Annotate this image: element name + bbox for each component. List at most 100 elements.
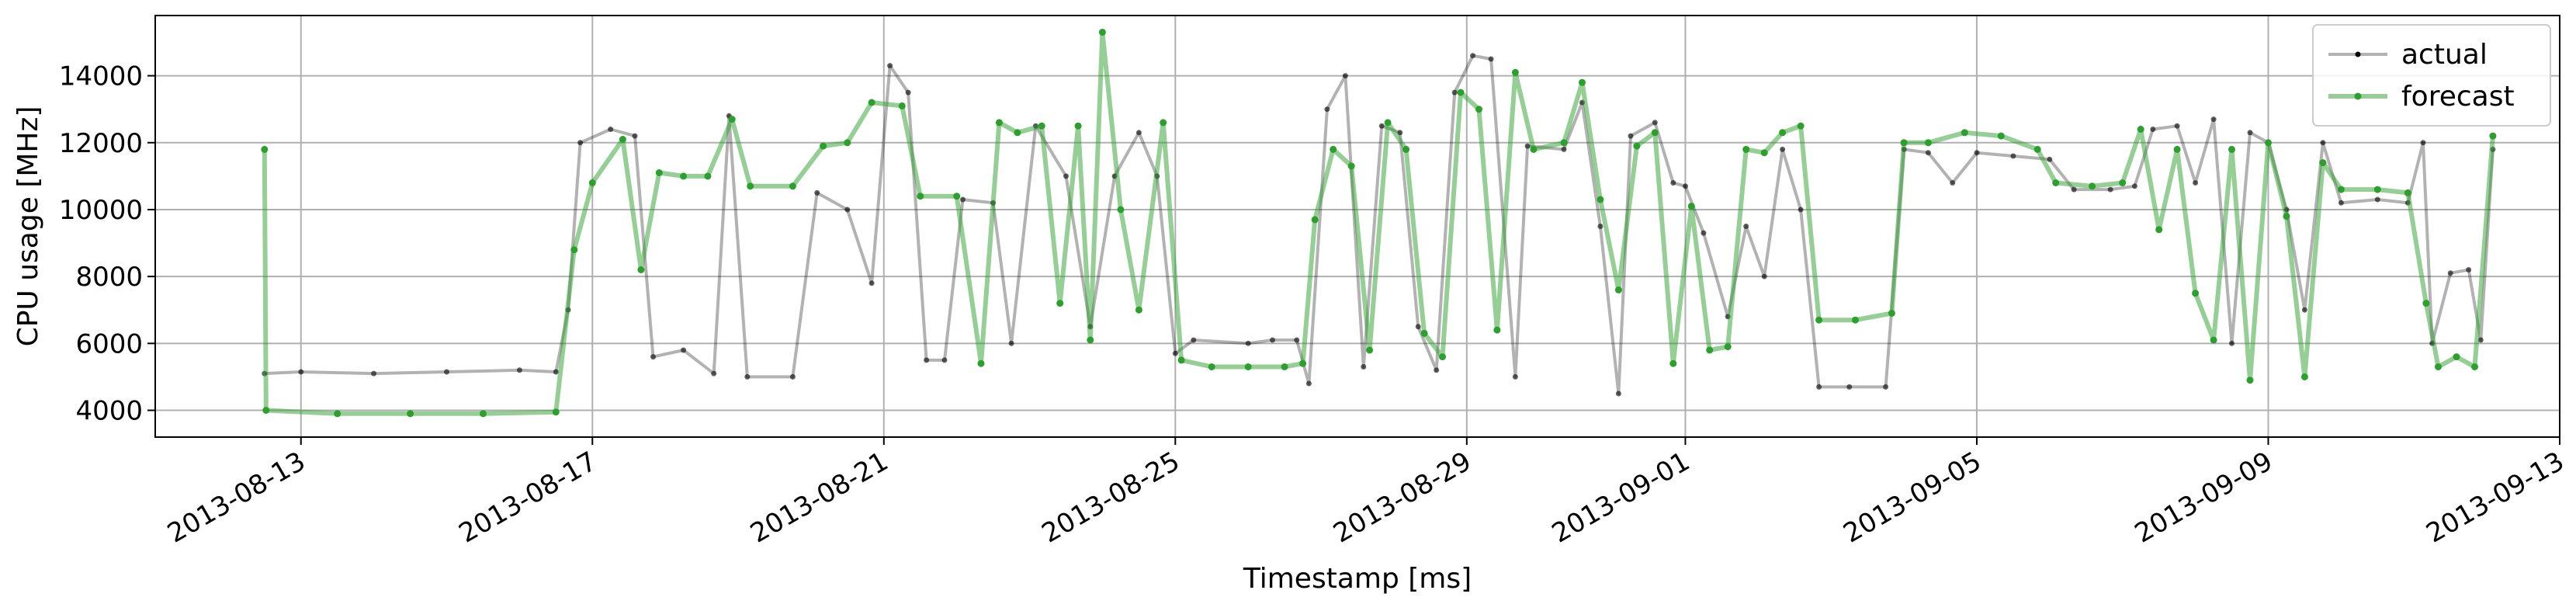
y-tick-label: 10000 <box>59 195 143 226</box>
data-point <box>814 189 820 196</box>
data-point <box>1761 273 1767 279</box>
data-point <box>1098 29 1106 36</box>
data-point <box>1439 353 1446 361</box>
x-axis-label: Timestamp [ms] <box>1243 563 1472 595</box>
data-point <box>2228 145 2235 153</box>
data-point <box>1530 145 1538 153</box>
data-point <box>655 169 663 176</box>
data-point <box>1780 146 1786 152</box>
data-point <box>1924 139 1932 147</box>
grid-layer <box>155 16 2560 437</box>
x-tick-label: 2013-08-21 <box>745 446 893 549</box>
legend-label-forecast: forecast <box>2401 81 2515 113</box>
data-point <box>2477 337 2484 343</box>
data-point <box>619 136 626 143</box>
series-actual <box>262 53 2496 397</box>
data-point <box>1779 129 1787 137</box>
data-point <box>1135 130 1142 136</box>
data-point <box>728 116 736 123</box>
data-point <box>1974 150 1980 156</box>
data-point <box>1997 132 2005 140</box>
data-point <box>1815 316 1823 324</box>
data-point <box>1324 106 1330 113</box>
data-point <box>844 207 851 213</box>
data-point <box>1961 129 1968 137</box>
data-point <box>2338 200 2344 206</box>
data-point <box>2374 196 2380 203</box>
data-point <box>2420 140 2426 146</box>
data-point <box>1038 122 1045 130</box>
data-point <box>1701 230 1707 236</box>
series-forecast <box>261 29 2497 418</box>
data-point <box>844 139 851 147</box>
data-point <box>1330 145 1337 153</box>
data-point <box>1208 363 1215 370</box>
data-point <box>553 369 559 375</box>
data-point <box>1361 364 1367 370</box>
data-point <box>1245 340 1251 346</box>
data-point <box>2319 159 2327 167</box>
series-layer <box>261 29 2497 418</box>
data-point <box>1281 363 1288 370</box>
data-point <box>261 145 269 153</box>
data-point <box>1670 180 1676 186</box>
data-point <box>1511 68 1519 76</box>
data-point <box>995 119 1003 127</box>
data-point <box>2283 213 2290 220</box>
data-point <box>2155 226 2163 234</box>
data-point <box>1347 162 1355 170</box>
data-point <box>1172 350 1178 356</box>
data-point <box>1925 150 1931 156</box>
x-tick-label: 2013-08-13 <box>162 446 310 549</box>
data-point <box>1475 106 1482 113</box>
data-point <box>1402 145 1410 153</box>
data-point <box>789 182 796 190</box>
data-point <box>2052 179 2060 186</box>
data-point <box>1900 139 1908 147</box>
data-point <box>2471 363 2478 370</box>
data-point <box>1597 196 1604 203</box>
data-point <box>2246 377 2254 384</box>
data-point <box>1074 122 1082 130</box>
data-point <box>1760 149 1768 157</box>
data-point <box>941 357 948 363</box>
data-point <box>1014 129 1021 137</box>
data-point <box>1117 206 1125 214</box>
data-point <box>704 172 712 180</box>
data-point <box>1950 180 1956 186</box>
data-point <box>868 99 875 106</box>
x-tick-label: 2013-09-09 <box>2130 446 2278 549</box>
y-axis-label: CPU usage [MHz] <box>12 106 44 347</box>
data-point <box>2131 183 2137 189</box>
data-point <box>960 196 966 203</box>
x-tick-label: 2013-08-29 <box>1328 446 1476 549</box>
data-point <box>1451 89 1458 95</box>
legend-marker-forecast <box>2354 92 2362 100</box>
data-point <box>977 359 985 367</box>
data-point <box>1560 139 1568 147</box>
data-point <box>747 182 754 190</box>
data-point <box>1299 359 1307 367</box>
data-point <box>1457 89 1465 96</box>
data-point <box>552 408 560 416</box>
data-point <box>1488 56 1494 62</box>
data-point <box>1846 384 1853 390</box>
data-point <box>2047 156 2053 162</box>
data-point <box>1628 133 1634 139</box>
data-point <box>2435 363 2442 370</box>
data-point <box>1579 78 1586 86</box>
data-point <box>1063 173 1069 179</box>
data-point <box>1177 356 1185 364</box>
data-point <box>2373 186 2381 193</box>
data-point <box>298 369 304 375</box>
data-point <box>577 140 584 146</box>
data-point <box>868 280 875 286</box>
data-point <box>789 373 796 380</box>
data-point <box>681 347 687 353</box>
data-point <box>2033 145 2041 153</box>
data-point <box>1342 73 1348 79</box>
data-point <box>2010 153 2016 159</box>
data-point <box>2210 116 2217 123</box>
data-point <box>1470 53 1476 59</box>
